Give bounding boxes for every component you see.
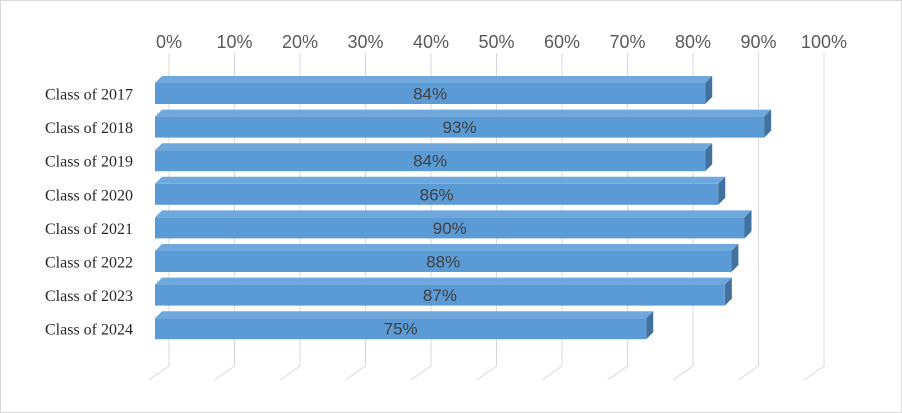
bar	[155, 277, 732, 306]
bar-top-face	[155, 244, 739, 251]
x-tick-label: 30%	[347, 32, 383, 52]
bar-top-face	[155, 76, 713, 83]
data-label: 86%	[420, 185, 454, 204]
bar-side-face	[705, 143, 713, 172]
bar	[155, 76, 713, 104]
data-label: 75%	[384, 320, 418, 339]
bar-top-face	[155, 109, 772, 117]
bar-side-face	[764, 109, 772, 138]
bar-side-face	[718, 176, 726, 205]
bar-side-face	[724, 277, 732, 306]
bar-side-face	[731, 244, 739, 272]
bar-front-face	[155, 318, 647, 340]
x-tick-label: 0%	[156, 32, 182, 52]
bar-top-face	[155, 210, 752, 218]
data-label: 84%	[413, 85, 447, 104]
category-label: Class of 2024	[45, 322, 133, 339]
gridline	[738, 53, 759, 381]
bar-top-face	[155, 311, 654, 319]
data-label: 87%	[423, 286, 457, 305]
category-labels: Class of 2017 Class of 2018 Class of 2019 C…	[45, 87, 133, 339]
bar-front-face	[155, 83, 706, 104]
bar-front-face	[155, 150, 706, 172]
bar-front-face	[155, 183, 719, 205]
x-tick-label: 10%	[216, 32, 252, 52]
bar	[155, 176, 726, 205]
category-label: Class of 2017	[45, 87, 133, 104]
bar-side-face	[646, 311, 654, 340]
bar	[155, 143, 713, 172]
category-label: Class of 2023	[45, 288, 133, 305]
data-label: 93%	[443, 118, 477, 137]
bar-top-face	[155, 143, 713, 151]
gridline	[803, 53, 825, 381]
bar	[155, 244, 739, 272]
data-labels: 84% 93% 84% 86% 90% 88% 87% 75%	[384, 85, 477, 339]
x-tick-label: 50%	[478, 32, 514, 52]
x-tick-label: 60%	[544, 32, 580, 52]
bar-top-face	[155, 277, 732, 285]
bar-front-face	[155, 116, 765, 138]
bar-side-face	[744, 210, 752, 239]
data-label: 84%	[413, 152, 447, 171]
bar	[155, 210, 752, 239]
bar-top-face	[155, 176, 726, 184]
category-label: Class of 2021	[45, 221, 133, 238]
x-axis-tick-labels: 0% 10% 20% 30% 40% 50% 60% 70% 80% 90% 100%	[156, 32, 847, 52]
category-label: Class of 2018	[45, 120, 133, 137]
category-label: Class of 2019	[45, 154, 133, 171]
bar	[155, 311, 654, 340]
bar	[155, 109, 772, 138]
x-tick-label: 90%	[740, 32, 776, 52]
x-tick-label: 100%	[801, 32, 847, 52]
bar-front-face	[155, 251, 732, 272]
x-tick-label: 40%	[413, 32, 449, 52]
x-tick-label: 20%	[282, 32, 318, 52]
category-label: Class of 2022	[45, 255, 133, 272]
x-tick-label: 80%	[675, 32, 711, 52]
x-tick-label: 70%	[609, 32, 645, 52]
bar-side-face	[705, 76, 713, 104]
bars	[155, 76, 772, 340]
bar-front-face	[155, 217, 745, 239]
bar-front-face	[155, 284, 725, 306]
data-label: 88%	[426, 253, 460, 272]
data-label: 90%	[433, 219, 467, 238]
category-label: Class of 2020	[45, 187, 133, 204]
